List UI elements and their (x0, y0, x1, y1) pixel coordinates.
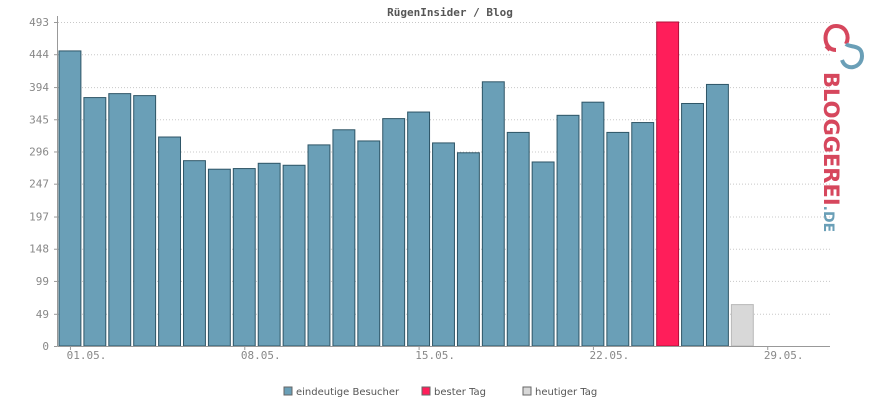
logo-rings-icon (823, 23, 865, 70)
x-tick-label: 01.05. (67, 349, 107, 362)
legend: eindeutige Besucher bester Tag heutiger Ta… (283, 386, 597, 398)
bar-day-16 (432, 142, 455, 347)
x-tick-label: 29.05. (764, 349, 804, 362)
bar-day-8 (232, 168, 256, 347)
bar-day-13 (357, 140, 381, 347)
bar-day-24 (631, 122, 655, 347)
bars-group (58, 21, 754, 347)
bar-day-19 (506, 131, 530, 347)
bar-day-3 (108, 93, 132, 347)
y-tick-label: 0 (42, 340, 49, 353)
legend-swatch (421, 386, 431, 396)
y-tick-label: 49 (36, 308, 49, 321)
bar-day-5 (158, 136, 182, 347)
legend-item: heutiger Tag (522, 386, 597, 398)
bar-day-28 (730, 304, 754, 347)
bar-day-25 (656, 21, 680, 347)
x-tick-label: 08.05. (241, 349, 281, 362)
bar-day-11 (307, 144, 331, 347)
bar-day-7 (207, 168, 231, 347)
bar-day-4 (133, 95, 157, 347)
y-tick-labels: 493 444 394 345 296 247 197 148 99 49 0 (29, 16, 57, 353)
bar-day-12 (332, 129, 356, 347)
y-tick-label: 197 (29, 211, 49, 224)
axes-group (57, 16, 830, 347)
x-tick-labels: 01.05. 08.05. 15.05. 22.05. 29.05. (67, 347, 804, 362)
y-tick-label: 99 (36, 275, 49, 288)
bar-day-27 (705, 83, 729, 347)
bar-day-2 (83, 97, 107, 347)
logo-text: BLOGGEREI.DE (819, 72, 843, 232)
bar-day-22 (581, 101, 605, 347)
legend-label: heutiger Tag (535, 387, 597, 398)
legend-label: bester Tag (434, 387, 486, 398)
bar-day-9 (257, 162, 281, 347)
y-tick-label: 148 (29, 243, 49, 256)
bar-day-15 (407, 111, 431, 347)
bar-day-23 (606, 131, 630, 347)
y-tick-label: 296 (29, 146, 49, 159)
bar-day-17 (456, 152, 480, 347)
x-tick-label: 15.05. (415, 349, 455, 362)
y-tick-label: 247 (29, 178, 49, 191)
bar-day-18 (481, 81, 505, 347)
x-tick-label: 22.05. (590, 349, 630, 362)
legend-item: bester Tag (421, 386, 486, 398)
bar-day-14 (382, 118, 406, 347)
legend-swatch (522, 386, 532, 396)
y-tick-label: 345 (29, 113, 49, 126)
legend-label: eindeutige Besucher (296, 387, 400, 398)
bar-day-6 (183, 160, 206, 347)
bar-day-20 (531, 161, 555, 347)
y-tick-label: 444 (29, 48, 49, 61)
bar-day-26 (681, 102, 704, 347)
y-tick-label: 394 (29, 81, 49, 94)
bar-day-1 (58, 50, 82, 347)
bar-day-21 (556, 114, 580, 347)
chart-title: RügenInsider / Blog (387, 6, 513, 19)
bar-day-10 (282, 164, 306, 347)
bloggerei-logo[interactable]: BLOGGEREI.DE (819, 23, 865, 232)
legend-item: eindeutige Besucher (283, 386, 400, 398)
legend-swatch (283, 386, 293, 396)
y-tick-label: 493 (29, 16, 49, 29)
